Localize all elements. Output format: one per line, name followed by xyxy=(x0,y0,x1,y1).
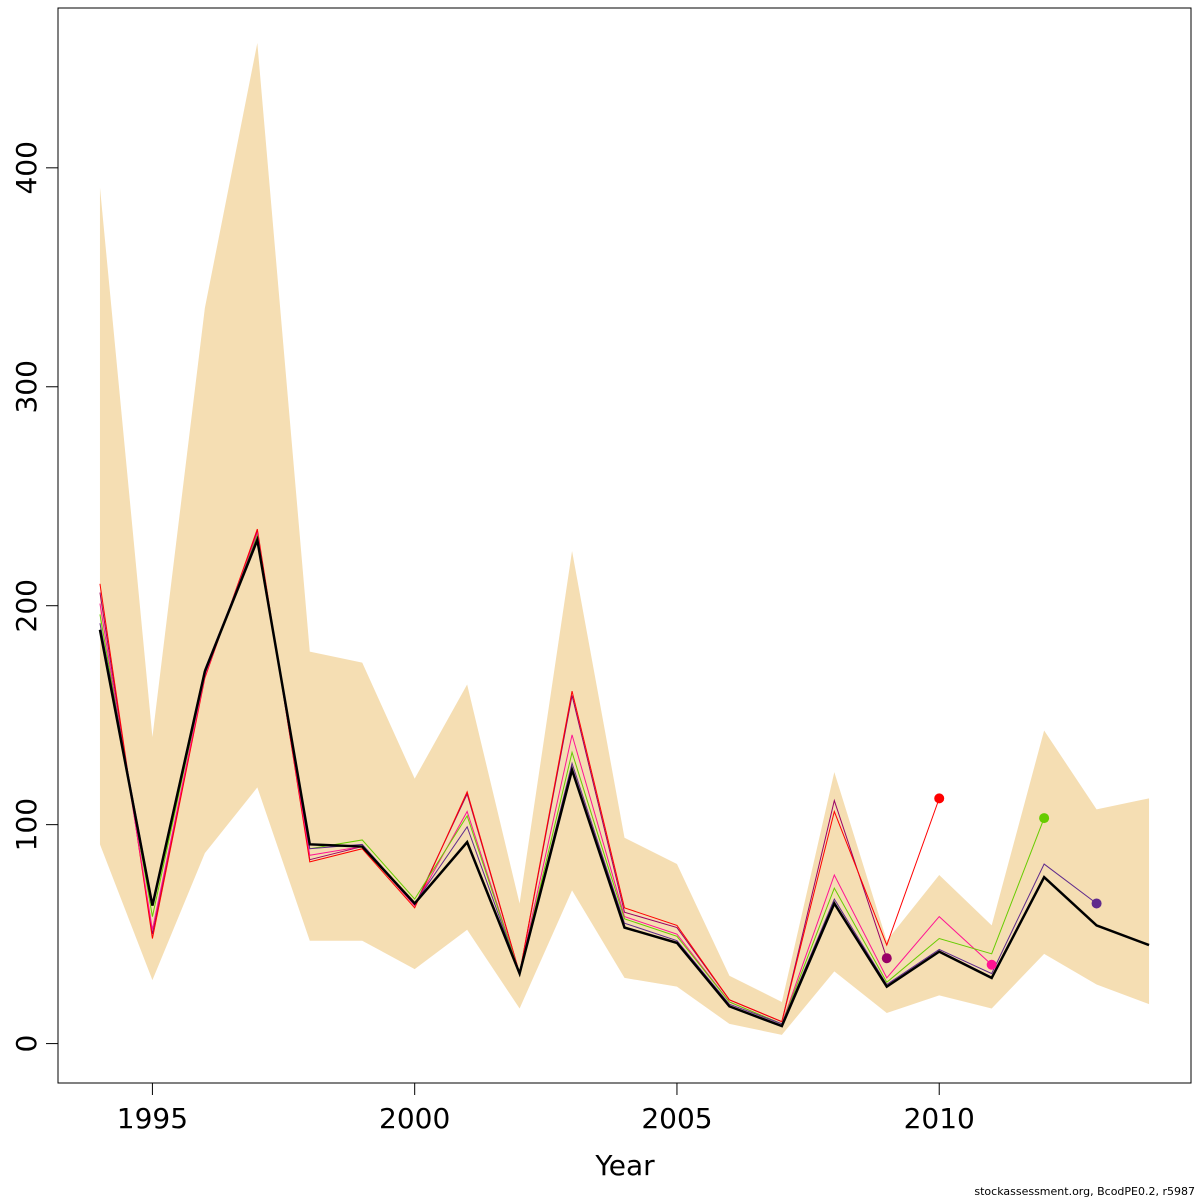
series-end-point-3 xyxy=(986,959,997,970)
series-line-0 xyxy=(98,535,1150,1028)
confidence-band xyxy=(99,43,1150,1035)
y-tick-label: 200 xyxy=(10,579,43,632)
series-end-point-1 xyxy=(1091,898,1102,909)
series-end-point-2 xyxy=(1039,813,1050,824)
y-tick-label: 0 xyxy=(10,1035,43,1053)
x-tick-label: 2005 xyxy=(641,1102,712,1135)
x-tick-label: 1995 xyxy=(117,1102,188,1135)
y-tick-label: 100 xyxy=(10,798,43,851)
series-end-point-5 xyxy=(881,953,892,964)
credit-text: stockassessment.org, BcodPE0.2, r5987 xyxy=(974,1185,1195,1198)
x-tick-label: 2000 xyxy=(379,1102,450,1135)
x-axis-title: Year xyxy=(594,1149,655,1182)
series-layer xyxy=(98,528,1150,1028)
end-points-layer xyxy=(881,793,1102,970)
y-axis: 0 100 200 300 400 xyxy=(10,141,59,1053)
y-tick-label: 300 xyxy=(10,360,43,413)
x-tick-label: 2010 xyxy=(904,1102,975,1135)
x-axis: 1995 2000 2005 2010 xyxy=(117,1082,975,1135)
series-line-3 xyxy=(99,531,993,1025)
series-line-2 xyxy=(99,533,1045,1025)
confidence-band-layer xyxy=(99,43,1150,1035)
series-end-point-4 xyxy=(934,793,945,804)
y-tick-label: 400 xyxy=(10,141,43,194)
